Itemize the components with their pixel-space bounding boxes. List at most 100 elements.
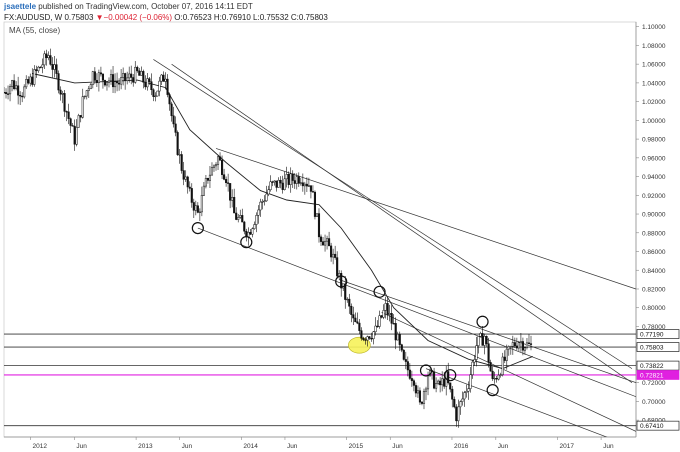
candle-body xyxy=(39,66,42,69)
candle-body xyxy=(13,80,16,89)
candle-body xyxy=(148,78,151,82)
y-tick-label: 0.94000 xyxy=(642,174,666,181)
candle-body xyxy=(79,115,82,118)
candle-body xyxy=(164,78,167,82)
candle-body xyxy=(364,339,367,341)
author-name[interactable]: jsaettele xyxy=(4,2,37,11)
candle-body xyxy=(487,343,490,363)
candle-body xyxy=(128,73,131,79)
x-tick-label: 2017 xyxy=(560,443,575,450)
swing-point-circle xyxy=(191,221,204,235)
candle-body xyxy=(495,378,498,380)
candle-body xyxy=(277,179,280,188)
candle-body xyxy=(245,230,248,237)
candle-body xyxy=(247,232,250,237)
candle-body xyxy=(517,342,520,349)
candle-body xyxy=(499,374,502,376)
candle-body xyxy=(144,81,147,88)
y-tick-label: 0.86000 xyxy=(642,249,666,256)
candle-body xyxy=(394,323,397,341)
candle-body xyxy=(380,315,383,318)
candle-body xyxy=(332,253,335,258)
candle-body xyxy=(41,64,44,68)
candle-body xyxy=(118,82,121,85)
indicator-label: MA (55, close) xyxy=(9,26,60,35)
candle-body xyxy=(424,388,428,392)
candle-body xyxy=(107,80,111,83)
candle-body xyxy=(402,349,405,360)
trendline xyxy=(425,368,608,437)
y-tick-label: 0.90000 xyxy=(642,212,666,219)
candle-body xyxy=(11,80,14,87)
candle-body xyxy=(204,177,207,187)
candle-body xyxy=(414,385,417,394)
candle-body xyxy=(225,179,228,183)
candle-body xyxy=(521,341,524,351)
y-tick-label: 1.00000 xyxy=(642,118,666,125)
candle-body xyxy=(101,73,104,81)
y-tick-label: 0.88000 xyxy=(642,230,666,237)
candle-body xyxy=(91,71,94,85)
candle-body xyxy=(433,371,436,389)
candle-body xyxy=(307,185,310,187)
publish-header: jsaettele published on TradingView.com, … xyxy=(4,2,253,11)
candle-body xyxy=(53,64,56,70)
publish-info: published on TradingView.com, October 07… xyxy=(38,2,253,11)
x-tick-label: Jun xyxy=(603,443,614,450)
candle-body xyxy=(71,125,74,127)
y-tick-label: 0.82000 xyxy=(642,286,666,293)
candle-body xyxy=(176,132,179,155)
price-level-label: 0.67410 xyxy=(640,423,664,430)
candle-body xyxy=(9,86,12,95)
candle-body xyxy=(95,80,98,84)
candle-body xyxy=(15,85,18,89)
candle-body xyxy=(212,165,216,168)
candle-body xyxy=(37,66,40,72)
candle-body xyxy=(315,213,319,217)
candle-body xyxy=(340,273,343,289)
candle-body xyxy=(89,84,92,90)
candle-body xyxy=(49,55,52,65)
y-tick-label: 0.80000 xyxy=(642,305,666,312)
candle-body xyxy=(435,383,438,389)
candle-body xyxy=(221,159,224,175)
candle-body xyxy=(229,183,232,201)
candle-body xyxy=(180,154,183,171)
y-tick-label: 0.84000 xyxy=(642,268,666,275)
y-tick-label: 0.72000 xyxy=(642,380,666,387)
candle-body xyxy=(93,71,96,81)
candle-body xyxy=(83,95,86,98)
candle-body xyxy=(51,64,54,70)
candle-body xyxy=(33,69,36,85)
swing-point-circle xyxy=(444,369,457,382)
candle-body xyxy=(376,325,379,328)
candle-body xyxy=(132,77,135,83)
highlight-ellipse xyxy=(348,336,371,354)
price-level-label: 0.73822 xyxy=(640,363,664,370)
y-tick-label: 0.78000 xyxy=(642,324,666,331)
candle-body xyxy=(344,283,347,300)
candle-body xyxy=(216,156,220,165)
candle-body xyxy=(346,298,349,301)
x-tick-label: Jun xyxy=(498,443,509,450)
candle-body xyxy=(142,71,145,83)
x-tick-label: Jun xyxy=(182,443,193,450)
candle-body xyxy=(384,303,387,311)
candle-body xyxy=(210,167,214,176)
candle-body xyxy=(289,173,292,185)
candle-body xyxy=(422,390,426,404)
candle-body xyxy=(249,232,252,235)
candle-body xyxy=(188,186,191,189)
x-tick-label: 2015 xyxy=(349,443,364,450)
high-value: H:0.76910 xyxy=(213,13,251,22)
swing-point-circle xyxy=(373,285,386,298)
candle-body xyxy=(305,183,308,187)
candle-body xyxy=(231,197,234,201)
x-tick-label: Jun xyxy=(287,443,298,450)
candle-body xyxy=(55,64,58,74)
candle-body xyxy=(293,180,296,184)
candle-body xyxy=(489,362,492,372)
candle-body xyxy=(59,89,62,95)
swing-point-circle xyxy=(419,364,433,377)
